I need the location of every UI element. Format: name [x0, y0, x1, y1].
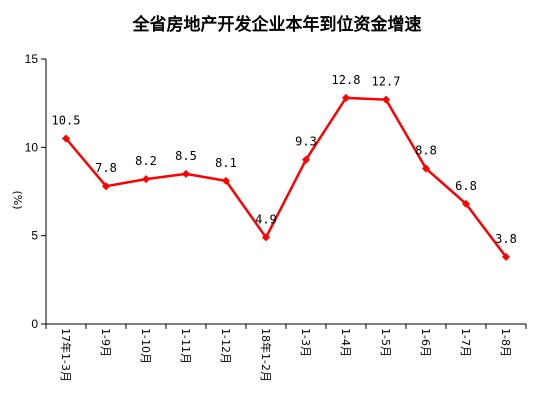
data-label: 10.5: [52, 114, 81, 128]
y-tick-label: 5: [31, 229, 38, 243]
y-tick-label: 15: [25, 52, 39, 66]
data-label: 8.1: [215, 156, 237, 170]
data-point: [262, 233, 270, 242]
data-label: 8.2: [135, 154, 157, 168]
chart-title: 全省房地产开发企业本年到位资金增速: [132, 14, 422, 35]
data-label: 12.7: [372, 75, 401, 89]
data-point: [342, 93, 350, 102]
x-tick-label: 1-6月: [419, 328, 432, 357]
data-label: 8.8: [415, 144, 437, 158]
data-label: 3.8: [495, 232, 517, 246]
x-tick-label: 1-12月: [219, 328, 232, 364]
data-point: [62, 134, 70, 143]
x-ticks: 17年1-3月 1-9月 1-10月 1-11月 1-12月 18年1-2月 1-3月 1-4…: [45, 324, 527, 382]
x-tick-label: 1-5月: [379, 328, 392, 357]
x-tick-label: 1-9月: [99, 328, 112, 357]
y-tick-label: 0: [31, 317, 38, 331]
data-point: [502, 252, 510, 261]
data-label: 6.8: [455, 179, 477, 193]
chart-axes: [45, 59, 526, 325]
data-label: 7.8: [95, 161, 117, 175]
data-label: 9.3: [295, 135, 317, 149]
data-label: 8.5: [175, 149, 197, 163]
data-point: [302, 155, 310, 164]
x-tick-label: 1-3月: [299, 328, 312, 357]
x-tick-label: 17年1-3月: [59, 328, 73, 382]
data-point: [182, 169, 190, 178]
data-labels: 10.5 7.8 8.2 8.5 8.1 4.9 9.3 12.8 12.7 8.8 6.8 3.8: [52, 73, 517, 246]
x-tick-label: 1-7月: [459, 328, 472, 357]
x-tick-label: 18年1-2月: [259, 328, 273, 382]
series-group: [62, 93, 510, 261]
data-label: 12.8: [332, 73, 361, 87]
data-point: [462, 199, 470, 208]
x-tick-label: 1-4月: [339, 328, 352, 357]
data-point: [382, 95, 390, 104]
y-tick-label: 10: [25, 140, 39, 154]
data-point: [422, 164, 430, 173]
x-tick-label: 1-10月: [139, 328, 152, 364]
series-line: [65, 96, 507, 258]
data-label: 4.9: [255, 212, 277, 226]
x-tick-label: 1-8月: [499, 328, 512, 357]
data-point: [102, 182, 110, 191]
y-axis-label: (%): [11, 190, 24, 209]
data-point: [142, 175, 150, 184]
y-ticks: 0 5 10 15: [25, 52, 46, 331]
x-tick-label: 1-11月: [179, 328, 192, 364]
data-point: [222, 176, 230, 185]
